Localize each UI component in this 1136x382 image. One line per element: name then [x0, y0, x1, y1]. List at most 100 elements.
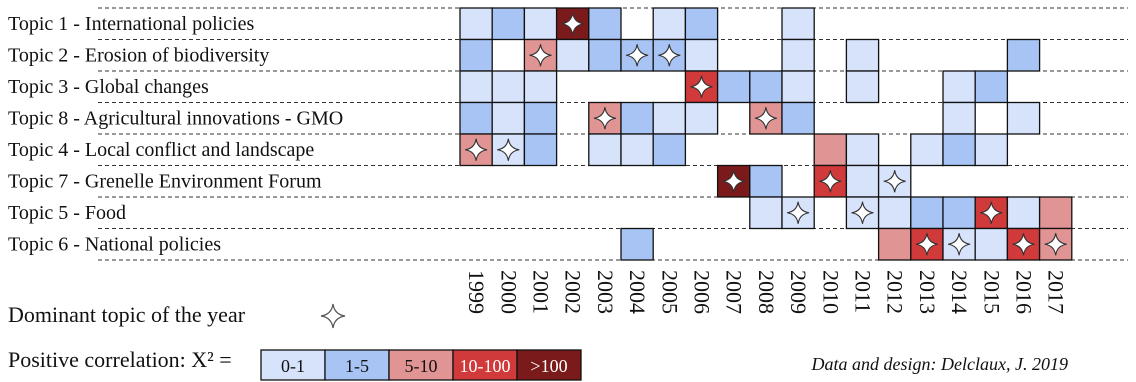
- heatmap-cell: [716, 70, 751, 104]
- heatmap-cell: [910, 196, 944, 230]
- year-text: 2000: [496, 270, 521, 314]
- heatmap-cell: [1006, 101, 1041, 135]
- heatmap-cell: [781, 7, 815, 41]
- heatmap-cells: [459, 7, 1073, 261]
- dominant-star-icon: [1044, 233, 1067, 256]
- year-text: 2003: [593, 270, 618, 314]
- dominant-star-icon: [754, 107, 777, 130]
- dominant-key-label: Dominant topic of the year: [8, 302, 246, 327]
- heatmap-cell: [942, 196, 976, 230]
- topic-label: Topic 6 - National policies: [8, 234, 221, 256]
- year-text: 2012: [883, 270, 908, 314]
- heatmap-cell: [459, 7, 493, 41]
- legend-label: 10-100: [460, 356, 511, 376]
- legend-swatch: [324, 349, 390, 381]
- dominant-star-icon: [690, 75, 713, 98]
- year-label: 2013: [915, 270, 940, 314]
- year-text: 2007: [722, 270, 747, 314]
- dominant-star-icon: [320, 303, 346, 329]
- heatmap-cell: [1006, 196, 1041, 230]
- dominant-star-icon: [851, 201, 874, 224]
- heatmap-cell: [523, 133, 558, 167]
- heatmap-cell: [491, 101, 526, 135]
- legend-bins: 0-1 1-5 5-10 10-100 >100: [260, 349, 582, 381]
- year-label: 2002: [561, 270, 586, 314]
- legend-label: 1-5: [345, 356, 369, 376]
- dominant-star-icon: [948, 233, 971, 256]
- year-axis: 1999 2000 2001 2002 2003 2004 2005 2006 2007 2008…: [464, 270, 1069, 314]
- dominant-star-icon: [1012, 233, 1035, 256]
- year-text: 2004: [625, 270, 650, 314]
- year-text: 2005: [657, 270, 682, 314]
- year-label: 1999: [464, 270, 489, 314]
- heatmap-cell: [910, 133, 944, 167]
- dominant-star-icon: [561, 12, 584, 35]
- heatmap-cell: [652, 101, 687, 135]
- heatmap-cell: [652, 7, 687, 41]
- heatmap-cell: [491, 70, 526, 104]
- year-label: 2011: [851, 270, 876, 313]
- dominant-star-icon: [529, 44, 552, 67]
- dominant-star-icon: [915, 233, 938, 256]
- heatmap-cell: [974, 227, 1009, 261]
- year-label: 2003: [593, 270, 618, 314]
- year-text: 2013: [915, 270, 940, 314]
- dominant-star-icon: [497, 138, 520, 161]
- heatmap-cell: [459, 101, 493, 135]
- year-text: 2001: [529, 270, 554, 314]
- year-label: 2007: [722, 270, 747, 314]
- heatmap-cell: [1038, 196, 1073, 230]
- heatmap-cell: [942, 133, 976, 167]
- year-label: 2005: [657, 270, 682, 314]
- heatmap-cell: [749, 70, 783, 104]
- dominant-star-icon: [819, 170, 842, 193]
- topic-label: Topic 5 - Food: [8, 202, 126, 224]
- heatmap-cell: [781, 38, 815, 72]
- dominant-star-icon: [787, 201, 810, 224]
- dominant-star-icon: [883, 170, 906, 193]
- dominant-star-icon: [658, 44, 681, 67]
- year-text: 1999: [464, 270, 489, 314]
- heatmap-cell: [845, 70, 880, 104]
- year-label: 2008: [754, 270, 779, 314]
- heatmap-cell: [942, 101, 976, 135]
- year-label: 2004: [625, 270, 650, 314]
- heatmap-cell: [684, 38, 719, 72]
- year-label: 2009: [786, 270, 811, 314]
- heatmap-cell: [749, 164, 783, 198]
- heatmap-cell: [684, 7, 719, 41]
- heatmap-cell: [459, 38, 493, 72]
- heatmap-cell: [620, 101, 654, 135]
- legend-label: 5-10: [405, 356, 438, 376]
- legend-title: Positive correlation: X² =: [8, 347, 232, 372]
- heatmap-cell: [620, 133, 654, 167]
- year-label: 2001: [529, 270, 554, 314]
- heatmap-cell: [652, 133, 687, 167]
- topic-label: Topic 1 - International policies: [8, 13, 255, 35]
- legend: Positive correlation: X² = 0-1 1-5 5-10 10-…: [8, 347, 582, 381]
- heatmap-cell: [555, 38, 590, 72]
- heatmap-cell: [588, 38, 622, 72]
- dominant-star-icon: [626, 44, 649, 67]
- heatmap-cell: [620, 227, 654, 261]
- year-text: 2002: [561, 270, 586, 314]
- heatmap-cell: [877, 227, 912, 261]
- year-text: 2010: [818, 270, 843, 314]
- legend-label: >100: [530, 356, 567, 376]
- dominant-markers: [465, 12, 1067, 256]
- topic-label: Topic 3 - Global changes: [8, 76, 209, 98]
- topic-labels: Topic 1 - International policies Topic 2 …: [8, 13, 343, 256]
- heatmap-cell: [588, 133, 622, 167]
- heatmap-cell: [684, 101, 719, 135]
- topic-label: Topic 8 - Agricultural innovations - GMO: [8, 108, 343, 130]
- legend-swatch: [516, 349, 582, 381]
- heatmap-cell: [845, 164, 880, 198]
- year-label: 2016: [1012, 270, 1037, 314]
- heatmap-cell: [523, 70, 558, 104]
- dominant-star-icon: [722, 170, 745, 193]
- heatmap-cell: [942, 70, 976, 104]
- year-text: 2016: [1012, 270, 1037, 314]
- heatmap-cell: [974, 133, 1009, 167]
- year-text: 2011: [851, 270, 876, 313]
- heatmap-cell: [523, 101, 558, 135]
